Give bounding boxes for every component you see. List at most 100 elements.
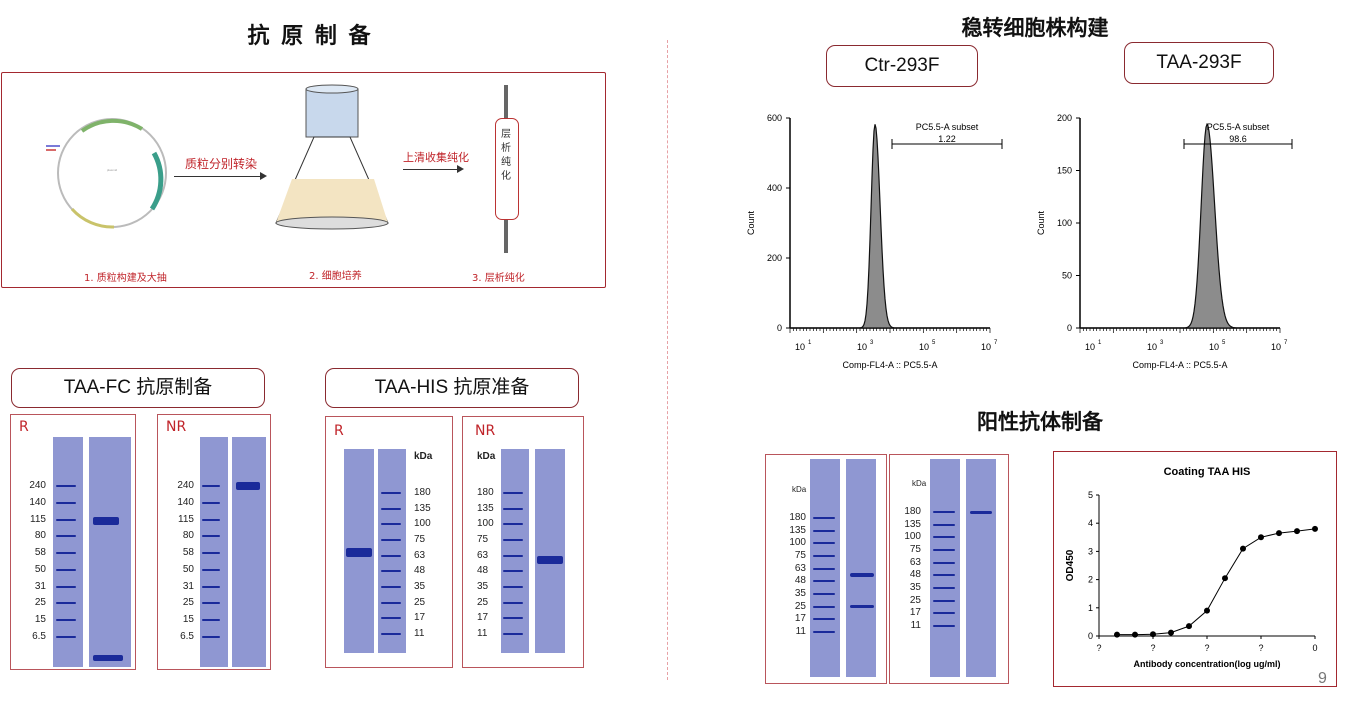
y-tick-label: 2 (1088, 575, 1093, 585)
positive-gel-1: kDa (765, 454, 887, 684)
marker-band (933, 599, 955, 602)
marker-band (503, 507, 523, 510)
marker-band (503, 601, 523, 604)
column-char: 层 (501, 129, 511, 140)
marker-label: 48 (477, 565, 489, 577)
marker-band (933, 511, 955, 513)
elisa-chart-frame (1053, 451, 1337, 687)
marker-label: 48 (794, 575, 806, 587)
marker-band (813, 580, 835, 583)
data-point (1114, 631, 1120, 638)
marker-band (56, 485, 76, 487)
data-point (1258, 534, 1264, 541)
data-point (1132, 631, 1138, 638)
divider (667, 40, 668, 680)
marker-band (202, 602, 220, 605)
marker-label: 75 (909, 544, 921, 555)
gel-band (537, 556, 563, 564)
marker-label: 140 (177, 496, 194, 508)
x-axis-label: Comp-FL4-A :: PC5.5-A (1132, 360, 1227, 370)
y-tick-label: 4 (1088, 518, 1093, 528)
marker-band (56, 552, 76, 555)
marker-band (381, 554, 401, 557)
marker-band (813, 618, 835, 621)
positive-gel-2: kDa (889, 454, 1009, 684)
marker-label: 50 (182, 563, 194, 575)
marker-band (381, 507, 401, 510)
marker-band (933, 536, 955, 539)
marker-band (503, 554, 523, 557)
marker-band (503, 492, 523, 494)
marker-band (503, 539, 523, 541)
gate-percent: 98.6 (1229, 134, 1247, 144)
y-tick-label: 200 (767, 253, 782, 263)
marker-label: 80 (182, 530, 194, 542)
x-tick-label: 10 (1085, 342, 1095, 352)
marker-band (381, 617, 401, 620)
arrow1-icon (174, 176, 262, 177)
gel-band (970, 511, 992, 514)
marker-label: 6.5 (32, 631, 46, 642)
marker-band (56, 636, 76, 638)
marker-label: 115 (178, 513, 194, 525)
marker-label: 25 (34, 597, 46, 609)
gel-lane (53, 437, 83, 667)
x-tick-label: 10 (1271, 342, 1281, 352)
marker-label: 135 (789, 524, 806, 536)
chart-title: Coating TAA HIS (1164, 466, 1251, 478)
marker-band (56, 602, 76, 605)
positive-ab-title: 阳性抗体制备 (977, 410, 1103, 434)
marker-band (381, 586, 401, 588)
marker-label: 100 (477, 518, 494, 530)
marker-band (813, 555, 835, 557)
x-tick-label: 10 (1209, 342, 1219, 352)
marker-band (202, 585, 220, 588)
marker-band (381, 633, 401, 635)
marker-label: 35 (414, 581, 426, 592)
marker-label: 63 (414, 549, 426, 561)
marker-band (813, 517, 835, 519)
page-number: 9 (1318, 670, 1327, 687)
plasmid-map-icon: plasmid (46, 118, 167, 229)
gel-lane (378, 449, 406, 653)
marker-label: 25 (909, 594, 921, 606)
marker-band (202, 535, 220, 538)
marker-label: 35 (794, 588, 806, 599)
marker-label: 25 (182, 597, 194, 609)
marker-band (933, 549, 955, 551)
r-label: R (334, 423, 344, 439)
gel-band (850, 605, 874, 608)
x-tick-label: 10 (795, 342, 805, 352)
marker-label: 17 (414, 612, 426, 624)
marker-band (202, 518, 220, 521)
marker-label: 240 (177, 480, 194, 491)
marker-band (381, 601, 401, 604)
arrow2-icon (403, 169, 459, 170)
marker-band (503, 523, 523, 526)
gel-band (93, 517, 119, 525)
marker-label: 58 (182, 547, 194, 559)
antigen-prep-title: 抗 原 制 备 (247, 24, 373, 49)
kda-label: kDa (414, 451, 433, 462)
marker-label: 35 (909, 582, 921, 593)
x-tick-label: ? (1204, 643, 1209, 653)
marker-band (503, 586, 523, 588)
marker-label: 35 (477, 581, 489, 592)
y-axis-label: Count (746, 211, 756, 236)
y-tick-label: 3 (1088, 546, 1093, 556)
marker-band (56, 585, 76, 588)
marker-band (56, 619, 76, 622)
x-tick-label: ? (1258, 643, 1263, 653)
y-tick-label: 1 (1088, 603, 1093, 613)
marker-band (202, 636, 220, 638)
column-char: 析 (501, 143, 511, 154)
marker-label: 15 (34, 614, 46, 626)
marker-label: 115 (30, 513, 46, 525)
kda-label: kDa (912, 479, 927, 488)
marker-label: 140 (29, 496, 46, 508)
x-tick-label: ? (1150, 643, 1155, 653)
column-body (495, 118, 519, 220)
marker-label: 25 (414, 596, 426, 608)
marker-band (813, 605, 835, 608)
